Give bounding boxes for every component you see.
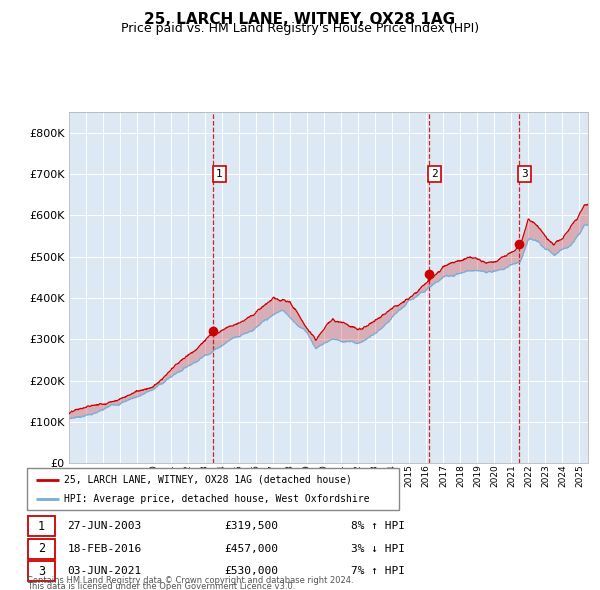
Text: 27-JUN-2003: 27-JUN-2003 (68, 521, 142, 531)
Text: 03-JUN-2021: 03-JUN-2021 (68, 566, 142, 576)
Text: 18-FEB-2016: 18-FEB-2016 (68, 544, 142, 553)
Text: 2: 2 (431, 169, 438, 179)
Text: 25, LARCH LANE, WITNEY, OX28 1AG (detached house): 25, LARCH LANE, WITNEY, OX28 1AG (detach… (64, 475, 352, 485)
FancyBboxPatch shape (28, 562, 55, 581)
Text: 3% ↓ HPI: 3% ↓ HPI (351, 544, 406, 553)
Text: 1: 1 (38, 520, 45, 533)
Text: 25, LARCH LANE, WITNEY, OX28 1AG: 25, LARCH LANE, WITNEY, OX28 1AG (145, 12, 455, 27)
Text: 2: 2 (38, 542, 45, 555)
Text: 7% ↑ HPI: 7% ↑ HPI (351, 566, 406, 576)
FancyBboxPatch shape (27, 468, 399, 510)
Text: £530,000: £530,000 (224, 566, 278, 576)
Text: 3: 3 (38, 565, 45, 578)
Text: Price paid vs. HM Land Registry's House Price Index (HPI): Price paid vs. HM Land Registry's House … (121, 22, 479, 35)
Text: This data is licensed under the Open Government Licence v3.0.: This data is licensed under the Open Gov… (27, 582, 295, 590)
Text: £319,500: £319,500 (224, 521, 278, 531)
Text: HPI: Average price, detached house, West Oxfordshire: HPI: Average price, detached house, West… (64, 494, 370, 504)
FancyBboxPatch shape (28, 539, 55, 559)
Text: £457,000: £457,000 (224, 544, 278, 553)
Text: 8% ↑ HPI: 8% ↑ HPI (351, 521, 406, 531)
Text: 1: 1 (216, 169, 223, 179)
Text: Contains HM Land Registry data © Crown copyright and database right 2024.: Contains HM Land Registry data © Crown c… (27, 576, 353, 585)
FancyBboxPatch shape (28, 516, 55, 536)
Text: 3: 3 (521, 169, 528, 179)
